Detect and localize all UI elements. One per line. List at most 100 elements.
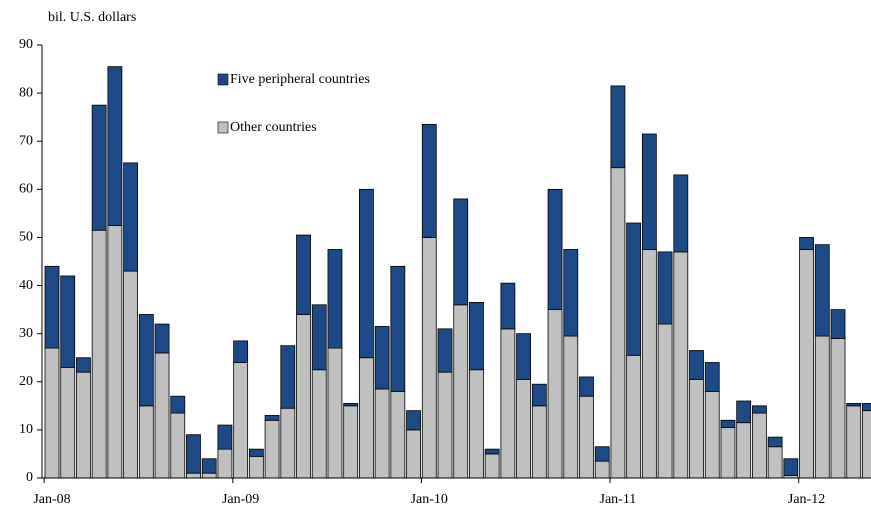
- bar-segment: [437, 328, 453, 373]
- bar-segment: [217, 448, 233, 479]
- legend: Five peripheral countries Other countries: [217, 72, 370, 135]
- bar-segment: [343, 405, 359, 479]
- bar-segment: [752, 405, 767, 414]
- bar-segment: [862, 403, 871, 412]
- bar-segment: [547, 309, 563, 479]
- bar-segment: [814, 244, 830, 337]
- bar-segment: [814, 335, 830, 479]
- y-tick-label: 70: [19, 133, 33, 148]
- bar-segment: [610, 167, 626, 479]
- bar-segment: [248, 455, 264, 479]
- y-tick-label: 10: [19, 422, 33, 437]
- bar-segment: [138, 405, 154, 479]
- bar-segment: [469, 301, 484, 371]
- bar-segment: [406, 410, 421, 431]
- bar-segment: [830, 338, 846, 479]
- bar-segment: [626, 354, 642, 479]
- y-tick-label: 50: [19, 230, 33, 245]
- bar-segment: [60, 366, 76, 479]
- y-tick-label: 60: [19, 182, 33, 197]
- bar-segment: [720, 419, 736, 428]
- bar-segment: [280, 407, 296, 479]
- y-tick-label: 0: [26, 470, 33, 485]
- bar-segment: [484, 453, 500, 479]
- bar-segment: [453, 198, 469, 306]
- bar-segment: [107, 225, 123, 479]
- bar-segment: [799, 249, 814, 479]
- bar-segment: [390, 265, 406, 392]
- bar-segment: [689, 378, 704, 479]
- bar-segment: [484, 448, 500, 455]
- bar-segment: [170, 412, 186, 479]
- bar-segment: [641, 133, 657, 250]
- bar-segment: [594, 460, 610, 479]
- y-tick-label: 90: [19, 37, 33, 52]
- bar-segment: [201, 458, 217, 474]
- y-axis-label: bil. U.S. dollars: [48, 10, 136, 25]
- bar-segment: [500, 282, 516, 330]
- bar-segment: [563, 249, 579, 337]
- bar-segment: [76, 357, 91, 373]
- bar-segment: [516, 378, 531, 479]
- bar-segment: [390, 390, 406, 479]
- legend-swatch: [217, 121, 229, 134]
- bar-segment: [767, 436, 783, 448]
- legend-label: Five peripheral countries: [230, 72, 370, 87]
- bar-segment: [531, 405, 547, 479]
- bar-segment: [264, 415, 280, 421]
- bar-segment: [657, 323, 673, 479]
- bar-segment: [594, 446, 610, 462]
- bar-segment: [862, 410, 871, 479]
- bar-segment: [736, 422, 752, 479]
- x-tick-label: Jan-08: [33, 492, 70, 507]
- bar-segment: [531, 383, 547, 407]
- bar-segment: [579, 395, 594, 479]
- bar-segment: [421, 237, 437, 479]
- bar-segment: [44, 347, 60, 479]
- y-tick-label: 80: [19, 85, 33, 100]
- bar-segment: [233, 362, 249, 479]
- y-tick-label: 20: [19, 374, 33, 389]
- bar-segment: [327, 347, 343, 479]
- bar-segment: [107, 66, 123, 226]
- bar-segment: [469, 369, 484, 479]
- bar-segment: [327, 249, 343, 349]
- bar-segment: [673, 174, 689, 253]
- bar-segment: [374, 326, 390, 390]
- bar-segment: [689, 350, 704, 380]
- bar-segment: [500, 328, 516, 479]
- bar-segment: [123, 162, 138, 272]
- y-tick-label: 40: [19, 278, 33, 293]
- bar-segment: [437, 371, 453, 479]
- bar-segment: [516, 333, 531, 380]
- bar-segment: [201, 472, 217, 479]
- bar-segment: [248, 448, 264, 457]
- bar-segment: [60, 275, 76, 368]
- bar-segment: [91, 104, 107, 231]
- bar-segment: [704, 362, 720, 392]
- y-tick-label: 30: [19, 326, 33, 341]
- bar-segment: [311, 304, 327, 371]
- bar-segment: [799, 237, 814, 250]
- bar-segment: [547, 188, 563, 311]
- bar-segment: [123, 270, 138, 479]
- bar-segment: [563, 335, 579, 479]
- bar-segment: [264, 419, 280, 479]
- bar-segment: [217, 424, 233, 450]
- bar-segment: [138, 314, 154, 407]
- bar-segment: [610, 85, 626, 169]
- bar-segment: [154, 352, 170, 479]
- x-tick-label: Jan-11: [600, 492, 637, 507]
- bar-segment: [311, 369, 327, 479]
- bar-segment: [296, 234, 311, 315]
- x-tick-label: Jan-12: [788, 492, 825, 507]
- bar-segment: [736, 400, 752, 424]
- bar-segment: [673, 251, 689, 479]
- bar-segment: [44, 265, 60, 349]
- bar-segment: [358, 357, 374, 479]
- x-tick-label: Jan-09: [222, 492, 259, 507]
- bar-segment: [453, 304, 469, 479]
- bar-segment: [91, 229, 107, 479]
- x-tick-label: Jan-10: [411, 492, 448, 507]
